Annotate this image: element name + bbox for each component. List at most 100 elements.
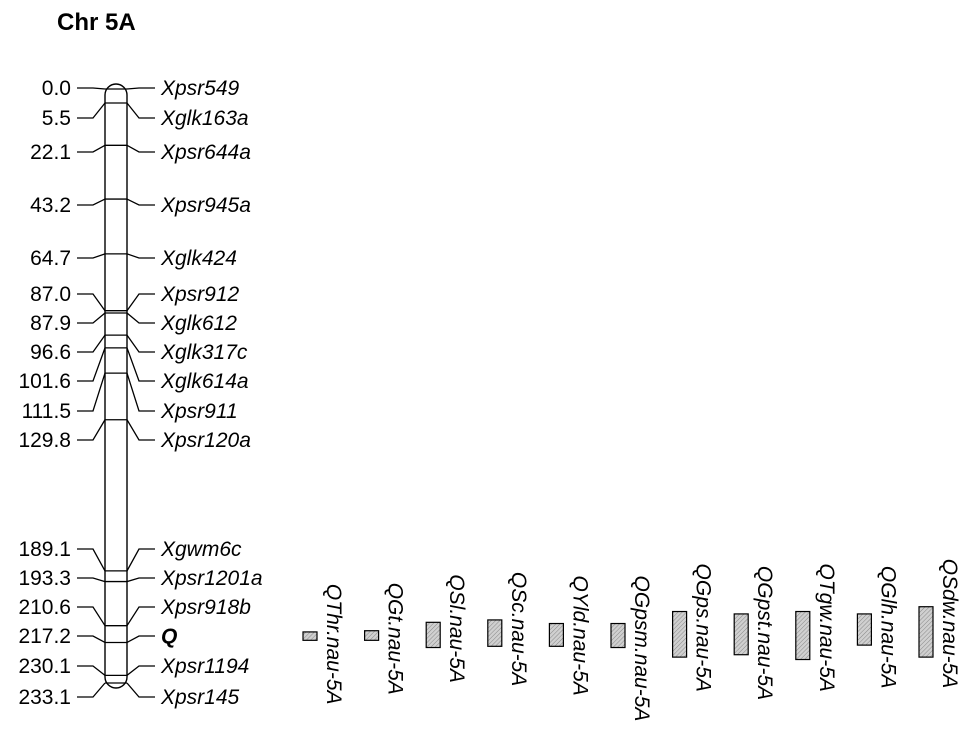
chromosome-title: Chr 5A — [57, 9, 136, 36]
marker-connector-left — [77, 548, 106, 572]
marker: 217.2 Q — [18, 625, 177, 648]
marker-name: Xpsr945a — [160, 194, 251, 217]
qtl-interval-bar — [487, 619, 503, 647]
qtl-interval-bar — [733, 613, 749, 656]
qtl-interval-bar — [610, 622, 626, 649]
marker-connector-left — [77, 334, 106, 353]
marker-position: 22.1 — [30, 141, 71, 164]
marker-connector-right — [126, 102, 155, 119]
marker-name: Xpsr911 — [160, 400, 238, 423]
marker-position: 129.8 — [18, 429, 71, 452]
qtl-label: QTgw.nau-5A — [815, 564, 838, 692]
qtl-label: QThr.nau-5A — [322, 584, 345, 705]
marker-position: 43.2 — [30, 194, 71, 217]
marker-name: Xpsr912 — [160, 283, 240, 306]
marker: 87.0 Xpsr912 — [30, 283, 240, 312]
qtl-interval-bar — [856, 613, 873, 646]
qtl: QTgw.nau-5A — [795, 564, 838, 692]
marker-name: Xpsr1201a — [160, 567, 263, 590]
marker-connector-left — [77, 682, 106, 698]
marker: 87.9 Xglk612 — [30, 312, 237, 335]
marker-connector-right — [126, 682, 155, 698]
marker-connector-right — [126, 347, 155, 382]
qtl-label: QGps.nau-5A — [692, 564, 715, 692]
marker-position: 111.5 — [22, 400, 71, 423]
qtl: QGlh.nau-5A — [856, 566, 899, 689]
marker-connector-right — [126, 253, 155, 259]
marker-connector-right — [126, 293, 155, 312]
marker-connector-left — [77, 87, 106, 90]
marker-connector-left — [77, 347, 106, 382]
marker-connector-right — [126, 198, 155, 206]
qtl: QGps.nau-5A — [671, 564, 715, 692]
marker-connector-left — [77, 102, 106, 119]
qtl: QSdw.nau-5A — [918, 559, 961, 688]
marker-connector-left — [77, 577, 106, 583]
qtl: QGpsm.nau-5A — [610, 576, 653, 722]
marker-connector-left — [77, 312, 106, 324]
marker: 111.5 Xpsr911 — [22, 372, 238, 423]
qtl-label: QGpst.nau-5A — [753, 566, 776, 700]
marker-connector-left — [77, 665, 106, 676]
marker-connector-left — [77, 419, 106, 441]
marker-name: Xpsr145 — [160, 686, 240, 709]
marker-name: Xgwm6c — [160, 538, 242, 561]
qtl-interval-bar — [425, 621, 441, 649]
qtl: QYld.nau-5A — [548, 576, 591, 696]
marker: 101.6 Xglk614a — [18, 347, 249, 393]
qtl: QGt.nau-5A — [364, 583, 407, 695]
qtl: QGpst.nau-5A — [733, 566, 776, 700]
marker-name: Xpsr120a — [160, 429, 251, 452]
qtl-layer: QThr.nau-5A QGt.nau-5A QSl.nau-5A QSc.nau-5… — [302, 559, 961, 722]
marker: 43.2 Xpsr945a — [30, 194, 251, 217]
marker-connector-right — [126, 312, 155, 324]
marker-position: 101.6 — [18, 370, 71, 393]
marker-position: 210.6 — [18, 596, 71, 619]
qtl-label: QGt.nau-5A — [384, 583, 407, 695]
marker-connector-right — [126, 577, 155, 583]
qtl: QSl.nau-5A — [425, 574, 468, 683]
marker: 64.7 Xglk424 — [30, 247, 237, 270]
marker-connector-right — [126, 665, 155, 676]
marker-name: Xglk424 — [160, 247, 237, 270]
marker-connector-left — [77, 144, 106, 153]
qtl-interval-bar — [671, 610, 688, 658]
marker-layer: 0.0 Xpsr549 5.5 Xglk163a 22.1 Xpsr644a 43.2 Xps… — [18, 77, 262, 709]
marker: 96.6 Xglk317c — [30, 334, 248, 364]
marker-name: Xglk612 — [160, 312, 237, 335]
marker-name: Xpsr644a — [160, 141, 251, 164]
marker-name: Xpsr1194 — [160, 655, 249, 678]
marker-connector-right — [126, 87, 155, 90]
marker: 210.6 Xpsr918b — [18, 596, 251, 627]
qtl-label: QSl.nau-5A — [445, 574, 468, 683]
qtl-label: QYld.nau-5A — [568, 576, 591, 696]
marker-position: 189.1 — [18, 538, 71, 561]
marker-connector-left — [77, 253, 106, 259]
chromosome-bar — [104, 83, 128, 689]
marker: 5.5 Xglk163a — [42, 102, 249, 130]
qtl-interval-bar — [918, 606, 934, 658]
marker-position: 233.1 — [18, 686, 71, 709]
marker: 0.0 Xpsr549 — [42, 77, 240, 100]
marker: 22.1 Xpsr644a — [30, 141, 251, 164]
marker-connector-right — [126, 548, 155, 572]
marker-name: Xglk614a — [160, 370, 249, 393]
qtl-interval-bar — [302, 631, 318, 641]
qtl: QSc.nau-5A — [487, 572, 530, 686]
marker: 233.1 Xpsr145 — [18, 682, 240, 709]
marker-connector-left — [77, 635, 106, 644]
marker-connector-left — [77, 198, 106, 206]
qtl-label: QSc.nau-5A — [507, 572, 530, 686]
marker-connector-right — [126, 635, 155, 644]
qtl-label: QGpsm.nau-5A — [630, 576, 653, 722]
marker-position: 5.5 — [42, 107, 71, 130]
marker-connector-right — [126, 334, 155, 353]
qtl-label: QGlh.nau-5A — [876, 566, 899, 689]
marker-name: Xpsr549 — [160, 77, 240, 100]
marker-position: 96.6 — [30, 341, 71, 364]
marker-position: 217.2 — [18, 625, 71, 648]
marker: 193.3 Xpsr1201a — [18, 567, 262, 590]
marker: 189.1 Xgwm6c — [18, 538, 242, 572]
marker-position: 87.9 — [30, 312, 71, 335]
